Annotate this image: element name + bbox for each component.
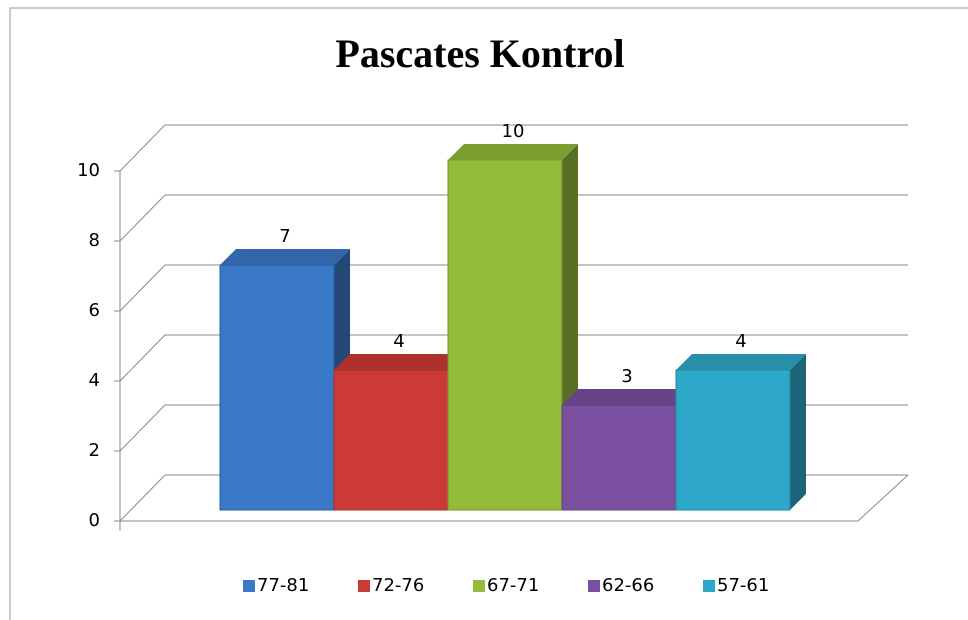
data-label: 4 [735, 331, 746, 352]
data-label: 4 [393, 331, 404, 352]
y-tick-label: 8 [89, 230, 100, 251]
legend-swatch [243, 580, 255, 592]
bar [333, 369, 449, 511]
legend-label: 62-66 [602, 575, 654, 596]
legend-swatch [473, 580, 485, 592]
legend-swatch [703, 580, 715, 592]
grid-line [119, 124, 908, 172]
legend-swatch [588, 580, 600, 592]
bar [219, 264, 335, 511]
bar [447, 159, 563, 511]
y-tick-label: 0 [89, 510, 100, 531]
chart-title: Pascates Kontrol [335, 31, 624, 76]
legend-label: 77-81 [257, 575, 309, 596]
bar [675, 369, 791, 511]
bar-top [220, 249, 350, 265]
floor-right [857, 474, 909, 522]
grid-line [119, 264, 908, 312]
grid-line [119, 194, 908, 242]
data-label: 10 [502, 121, 525, 142]
bar [561, 404, 677, 511]
data-label: 3 [621, 366, 632, 387]
bar-top [676, 354, 806, 370]
y-tick-label: 6 [89, 300, 100, 321]
grid-line [119, 334, 908, 382]
data-label: 7 [279, 226, 290, 247]
bar-side [790, 354, 806, 510]
y-tick-label: 10 [77, 160, 100, 181]
y-tick-label: 4 [89, 370, 100, 391]
bar-top [562, 389, 692, 405]
bar-top [448, 144, 578, 160]
legend-label: 57-61 [717, 575, 769, 596]
legend-swatch [358, 580, 370, 592]
bar-top [334, 354, 464, 370]
legend-label: 72-76 [372, 575, 424, 596]
y-tick-label: 2 [89, 440, 100, 461]
legend-label: 67-71 [487, 575, 539, 596]
